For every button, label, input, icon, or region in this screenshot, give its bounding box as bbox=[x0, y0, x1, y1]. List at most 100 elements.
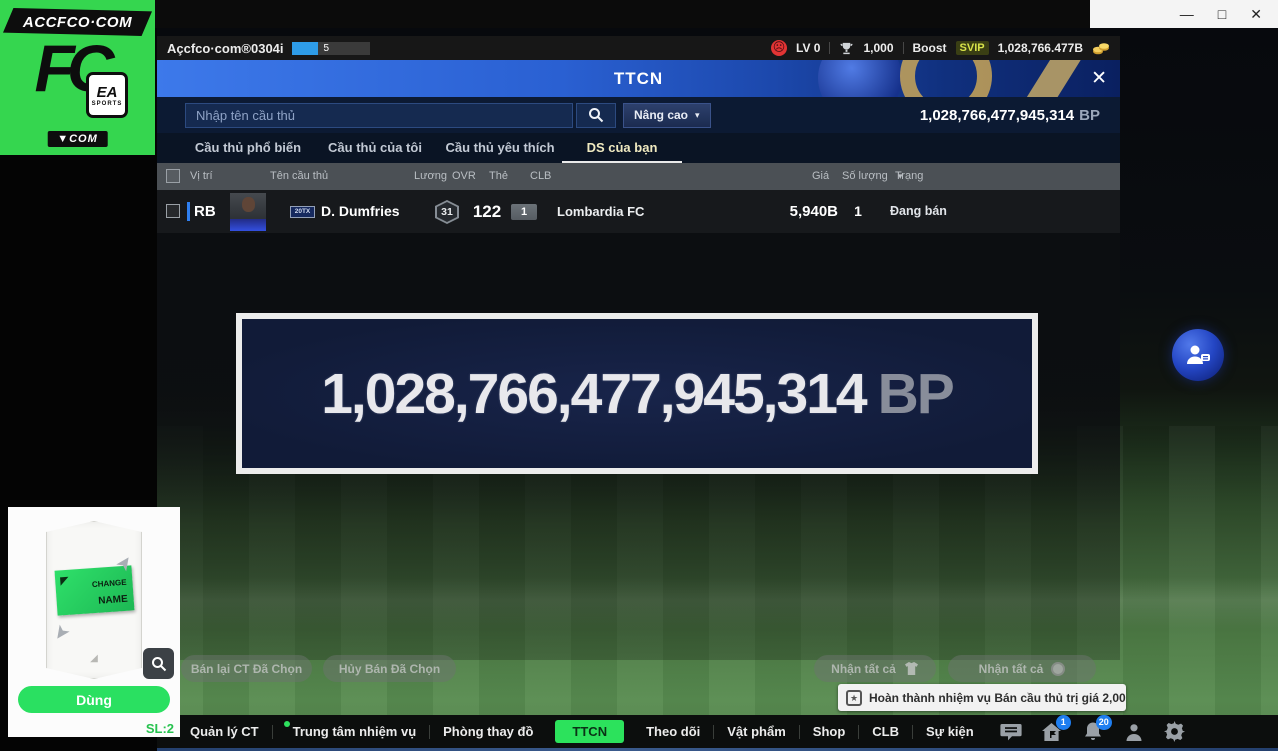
accfco-logo: ACCFCO·COM FC EA SPORTS ▼COM bbox=[0, 0, 155, 155]
row-checkbox[interactable] bbox=[166, 204, 180, 218]
support-chat-button[interactable] bbox=[1172, 329, 1224, 381]
market-bp-balance: 1,028,766,477,945,314 BP bbox=[919, 106, 1100, 124]
divider bbox=[902, 42, 904, 54]
salary-hexagon: 31 bbox=[435, 200, 459, 224]
table-row[interactable]: RB 20TX D. Dumfries 31 122 1 Lombardia F… bbox=[157, 190, 1120, 233]
claim-all-bp-button[interactable]: Nhận tất cả bbox=[948, 655, 1096, 682]
nav-events[interactable]: Sự kiện bbox=[926, 724, 974, 739]
nav-ttcn-active[interactable]: TTCN bbox=[555, 720, 625, 743]
select-all-checkbox[interactable] bbox=[166, 169, 180, 183]
bp-balance-value: 1,028,766.477B bbox=[997, 41, 1083, 55]
toast-message: Hoàn thành nhiệm vụ Bán cầu thủ trị giá … bbox=[869, 690, 1126, 705]
close-button[interactable]: ✕ bbox=[1250, 6, 1262, 22]
profile-button[interactable] bbox=[1123, 721, 1145, 743]
divider bbox=[829, 42, 831, 54]
row-club: Lombardia FC bbox=[557, 204, 645, 219]
settings-button[interactable] bbox=[1164, 721, 1186, 743]
advanced-search-dropdown[interactable]: Nâng cao ▾ bbox=[623, 102, 711, 128]
home-badge: 1 bbox=[1055, 714, 1071, 730]
market-close-icon[interactable]: ✕ bbox=[1091, 68, 1107, 89]
player-search-input[interactable] bbox=[185, 102, 573, 128]
nav-club[interactable]: CLB bbox=[872, 724, 899, 739]
row-position: RB bbox=[194, 203, 216, 220]
boost-label: Boost bbox=[912, 41, 947, 55]
column-quantity: Số lượng bbox=[842, 170, 888, 182]
tab-favorite-players[interactable]: Cầu thủ yêu thích bbox=[445, 140, 555, 155]
minimize-button[interactable]: — bbox=[1179, 6, 1194, 22]
maximize-button[interactable]: □ bbox=[1217, 6, 1227, 22]
divider bbox=[713, 724, 715, 739]
column-price: Giá bbox=[812, 170, 830, 182]
divider bbox=[429, 724, 431, 739]
column-club: CLB bbox=[530, 170, 552, 182]
card-watermark: ◢ bbox=[90, 653, 98, 664]
change-name-sticker: ◤ CHANGE NAME bbox=[54, 565, 135, 616]
column-salary: Lương bbox=[414, 170, 447, 182]
quest-complete-toast: ★ Hoàn thành nhiệm vụ Bán cầu thủ trị gi… bbox=[838, 684, 1126, 711]
home-button[interactable]: 1 bbox=[1041, 714, 1071, 743]
divider bbox=[858, 724, 860, 739]
bottom-nav-bar: Quản lý CT Trung tâm nhiệm vụ Phòng thay… bbox=[157, 714, 1278, 748]
notification-dot bbox=[283, 721, 290, 727]
swap-arrow-icon: ➤ bbox=[47, 619, 75, 646]
logo-banner: ACCFCO·COM bbox=[3, 8, 152, 36]
search-button[interactable] bbox=[576, 102, 616, 128]
shirt-icon bbox=[904, 662, 918, 675]
nav-locker-room[interactable]: Phòng thay đồ bbox=[443, 724, 534, 739]
chat-bubble-icon bbox=[1000, 723, 1022, 740]
svip-badge: SVIP bbox=[955, 41, 989, 55]
item-zoom-button[interactable] bbox=[143, 648, 174, 679]
user-status-bar: Açcfco·com®0304i 5 ☹ LV 0 1,000 Boost SV… bbox=[157, 36, 1120, 60]
divider bbox=[912, 724, 913, 739]
bp-balance-overlay: 1,028,766,477,945,314 BP bbox=[236, 313, 1038, 474]
nav-items[interactable]: Vật phẩm bbox=[727, 724, 786, 739]
nav-shop[interactable]: Shop bbox=[812, 724, 846, 739]
chevron-down-icon: ▾ bbox=[898, 171, 903, 181]
season-badge: 20TX bbox=[290, 206, 315, 218]
tab-popular-players[interactable]: Cầu thủ phổ biến bbox=[194, 140, 302, 155]
claim-all-players-button[interactable]: Nhận tất cả bbox=[814, 655, 936, 682]
nav-manage-players[interactable]: Quản lý CT bbox=[190, 724, 259, 739]
card-count-badge: 1 bbox=[511, 204, 537, 220]
market-title: TTCN bbox=[613, 69, 664, 88]
column-ovr: OVR bbox=[452, 170, 476, 182]
change-name-item-panel: ◤ CHANGE NAME ➤ ➤ ◢ Dùng SL:2 bbox=[8, 507, 180, 737]
cup-currency-value: 1,000 bbox=[863, 41, 894, 55]
position-color-bar bbox=[187, 202, 190, 221]
chat-button[interactable] bbox=[1000, 721, 1022, 743]
pack-art-gem bbox=[818, 60, 902, 97]
notifications-badge: 20 bbox=[1095, 714, 1112, 730]
notifications-button[interactable]: 20 bbox=[1082, 714, 1112, 743]
xp-progress-bar: 5 bbox=[291, 41, 370, 55]
row-quantity: 1 bbox=[854, 203, 862, 219]
cancel-sale-button[interactable]: Hủy Bán Đã Chọn bbox=[323, 655, 456, 682]
magnifier-icon bbox=[151, 656, 166, 671]
change-name-card: ◤ CHANGE NAME ➤ ➤ ◢ bbox=[46, 521, 142, 679]
chevron-down-icon: ▾ bbox=[695, 109, 700, 120]
market-tabs: Cầu thủ phổ biến Cầu thủ của tôi Cầu thủ… bbox=[157, 133, 1120, 163]
nav-follow[interactable]: Theo dõi bbox=[646, 724, 701, 739]
row-ovr: 122 bbox=[472, 202, 502, 221]
active-tab-underline bbox=[562, 161, 682, 163]
tab-my-players[interactable]: Cầu thủ của tôi bbox=[328, 140, 422, 155]
resell-selected-button[interactable]: Bán lại CT Đã Chọn bbox=[181, 655, 312, 682]
column-player-name: Tên cầu thủ bbox=[270, 170, 329, 182]
bp-overlay-amount: 1,028,766,477,945,314 bbox=[321, 361, 867, 426]
nav-mission-center[interactable]: Trung tâm nhiệm vụ bbox=[273, 721, 430, 739]
sticker-logo-mark: ◤ bbox=[59, 574, 70, 588]
quest-calendar-star-icon: ★ bbox=[846, 689, 862, 706]
xp-progress-label: 5 bbox=[323, 42, 330, 54]
gear-icon bbox=[1164, 721, 1186, 742]
row-price: 5,940B bbox=[789, 203, 838, 220]
player-name: Açcfco·com®0304i bbox=[167, 40, 284, 56]
row-player-name: D. Dumfries bbox=[321, 203, 400, 219]
market-header: TTCN ✕ bbox=[157, 60, 1120, 97]
divider bbox=[798, 724, 800, 739]
use-item-button[interactable]: Dùng bbox=[18, 686, 170, 713]
pack-art-ring bbox=[900, 60, 992, 97]
trophy-icon bbox=[840, 42, 853, 54]
tab-your-list[interactable]: DS của bạn bbox=[586, 140, 658, 155]
table-header: Vị trí Tên cầu thủ Lương OVR Thẻ CLB Giá… bbox=[157, 163, 1120, 209]
player-avatar bbox=[230, 193, 266, 231]
